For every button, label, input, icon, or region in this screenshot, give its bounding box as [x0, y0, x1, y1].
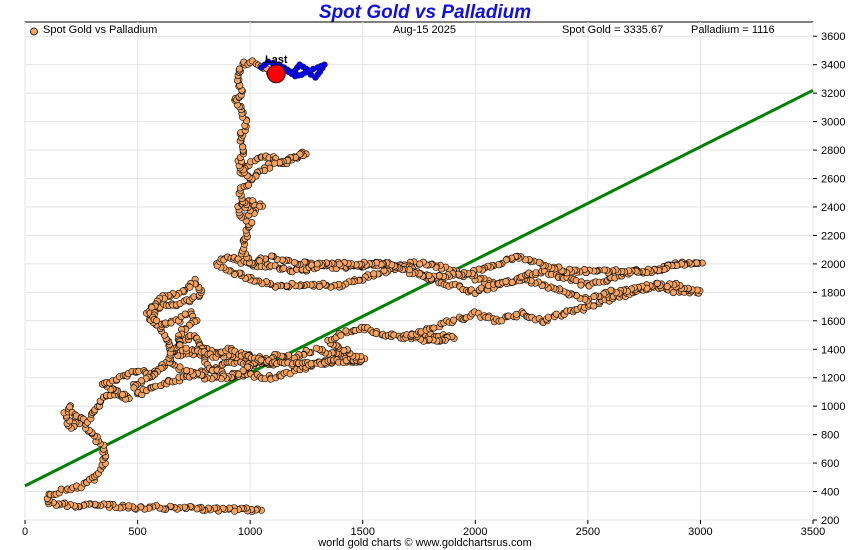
x-tick-label: 1000	[238, 526, 262, 538]
data-point	[181, 310, 189, 318]
data-point	[372, 330, 380, 338]
data-point	[508, 278, 516, 286]
data-point	[119, 391, 127, 399]
legend-marker	[30, 27, 38, 36]
y-tick-label: 1600	[821, 316, 845, 328]
y-tick-label: 2000	[821, 259, 845, 271]
chart-title: Spot Gold vs Palladium	[318, 2, 532, 23]
data-point	[271, 159, 279, 167]
data-point	[313, 344, 321, 352]
y-tick-label: 3600	[821, 31, 845, 43]
x-tick-label: 3500	[801, 526, 825, 538]
data-point	[255, 257, 263, 265]
data-point	[313, 260, 321, 268]
data-point	[502, 277, 510, 285]
y-tick-label: 3400	[821, 60, 845, 72]
x-tick-label: 500	[128, 526, 146, 538]
y-tick-label: 3000	[821, 117, 845, 129]
y-tick-label: 200	[821, 515, 839, 527]
data-point	[663, 283, 671, 291]
data-point	[236, 65, 244, 73]
data-point	[315, 282, 323, 290]
trendline	[24, 88, 814, 488]
y-tick-label: 2600	[821, 174, 845, 186]
data-point	[268, 252, 276, 260]
recent-points: Last	[258, 54, 328, 84]
x-tick-label: 1500	[350, 526, 374, 538]
data-point	[450, 316, 458, 324]
palladium-readout: Palladium = 1116	[691, 24, 775, 36]
last-point-marker	[266, 64, 286, 84]
data-point	[669, 289, 677, 297]
data-point	[290, 258, 298, 266]
data-point	[307, 360, 315, 368]
footer-credit: world gold charts © www.goldchartsrus.co…	[318, 537, 532, 549]
y-tick-label: 1000	[821, 401, 845, 413]
data-point	[153, 317, 161, 325]
data-point	[244, 363, 252, 371]
y-tick-label: 1200	[821, 373, 845, 385]
x-tick-label: 2000	[463, 526, 487, 538]
data-point	[653, 279, 661, 287]
y-tick-label: 800	[821, 430, 839, 442]
data-point	[183, 366, 191, 374]
y-tick-label: 600	[821, 458, 839, 470]
data-point	[182, 344, 190, 352]
data-point	[544, 313, 552, 321]
data-point	[167, 319, 175, 327]
legend-label: Spot Gold vs Palladium	[43, 24, 158, 36]
data-point	[577, 281, 585, 289]
x-tick-label: 2500	[576, 526, 600, 538]
grid	[24, 22, 814, 521]
last-label: Last	[265, 54, 288, 66]
y-tick-label: 400	[821, 487, 839, 499]
data-point	[498, 317, 506, 325]
y-tick-label: 2200	[821, 230, 845, 242]
y-tick-label: 2800	[821, 145, 845, 157]
data-point	[342, 327, 350, 335]
data-point	[186, 283, 194, 291]
data-point	[337, 331, 345, 339]
x-tick-label: 0	[22, 526, 28, 538]
data-point	[130, 384, 138, 392]
data-point	[239, 367, 247, 375]
trendline-line	[24, 88, 814, 488]
gold-readout: Spot Gold = 3335.67	[562, 24, 664, 36]
y-tick-label: 1400	[821, 344, 845, 356]
data-point	[239, 143, 247, 151]
data-point	[430, 324, 438, 332]
date-label: Aug-15 2025	[393, 24, 456, 36]
y-tick-label: 2400	[821, 202, 845, 214]
data-points	[43, 57, 706, 515]
data-point	[125, 502, 133, 510]
y-tick-label: 1800	[821, 287, 845, 299]
y-tick-label: 3200	[821, 88, 845, 100]
x-tick-label: 3000	[688, 526, 712, 538]
